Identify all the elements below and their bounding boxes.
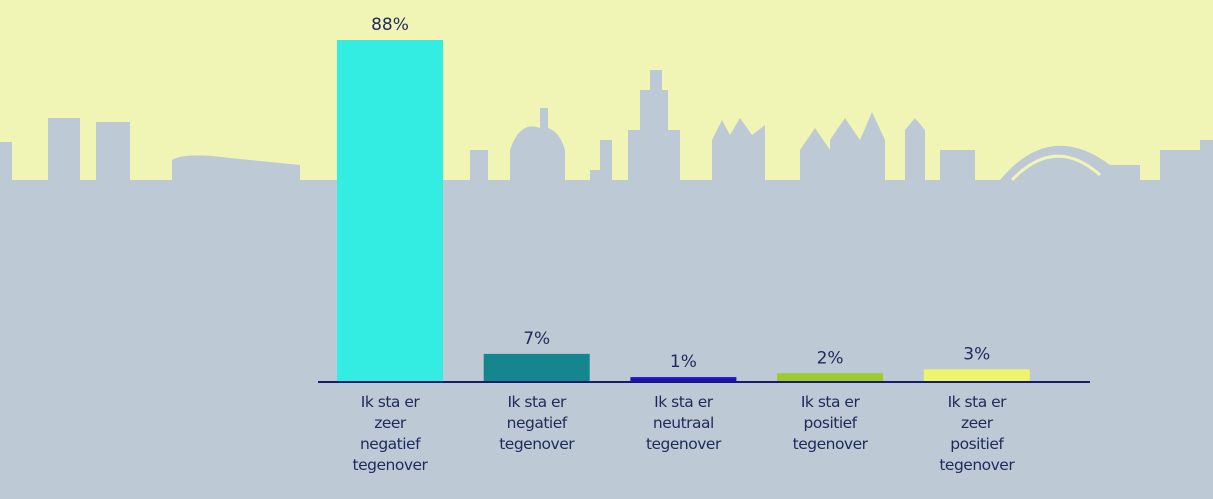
bar — [923, 369, 1030, 381]
category-label: Ik sta er zeer negatief tegenover — [352, 393, 428, 474]
bar — [630, 377, 737, 381]
skyline — [0, 70, 1213, 499]
bar — [777, 373, 884, 381]
category-label: Ik sta er negatief tegenover — [499, 393, 575, 453]
category-label: Ik sta er zeer positief tegenover — [939, 393, 1015, 474]
category-label: Ik sta er positief tegenover — [792, 393, 868, 453]
bar — [483, 353, 590, 381]
bar — [337, 40, 443, 381]
category-label: Ik sta er neutraal tegenover — [645, 393, 721, 453]
value-label: 2% — [817, 348, 844, 368]
value-label: 1% — [670, 352, 697, 372]
value-label: 3% — [963, 344, 990, 364]
value-label: 7% — [523, 329, 550, 349]
bridge-arches — [1010, 154, 1101, 182]
value-label: 88% — [371, 15, 409, 35]
